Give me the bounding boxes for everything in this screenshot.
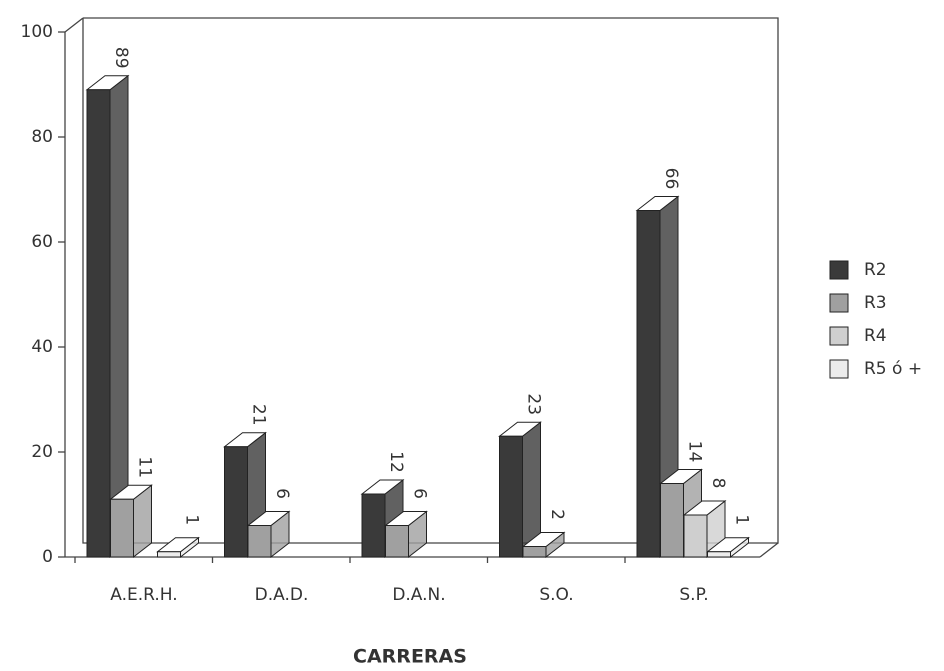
legend-label: R5 ó + bbox=[864, 359, 922, 379]
y-tick-label: 80 bbox=[31, 127, 53, 147]
bar bbox=[499, 435, 523, 558]
data-label: 21 bbox=[249, 404, 269, 426]
y-tick-label: 20 bbox=[31, 442, 53, 462]
y-tick-label: 40 bbox=[31, 337, 53, 357]
data-label: 8 bbox=[708, 478, 728, 489]
bar bbox=[247, 525, 272, 558]
bar bbox=[522, 546, 547, 558]
x-tick-label: D.A.D. bbox=[255, 585, 309, 605]
legend-label: R3 bbox=[864, 293, 887, 313]
bar bbox=[157, 551, 181, 558]
x-axis-label: CARRERAS bbox=[353, 646, 467, 668]
legend-swatch bbox=[829, 293, 849, 313]
x-tick-label: S.O. bbox=[539, 585, 573, 605]
data-label: 89 bbox=[111, 47, 131, 69]
data-label: 1 bbox=[732, 514, 752, 525]
bar bbox=[683, 514, 708, 558]
y-tick-label: 0 bbox=[42, 547, 53, 567]
bar bbox=[361, 493, 386, 558]
y-tick-label: 60 bbox=[31, 232, 53, 252]
floor-right bbox=[759, 542, 779, 558]
data-label: 6 bbox=[272, 488, 292, 499]
data-label: 1 bbox=[182, 514, 202, 525]
bar bbox=[385, 525, 409, 558]
y-axis-depth bbox=[64, 17, 84, 33]
x-tick-label: A.E.R.H. bbox=[110, 585, 177, 605]
y-tick-label: 100 bbox=[21, 22, 53, 42]
legend-swatch bbox=[829, 359, 849, 379]
bar bbox=[660, 483, 684, 558]
legend-label: R4 bbox=[864, 326, 887, 346]
bar bbox=[110, 498, 134, 558]
data-label: 23 bbox=[524, 393, 544, 415]
legend-swatch bbox=[829, 260, 849, 280]
data-label: 6 bbox=[410, 488, 430, 499]
data-label: 14 bbox=[685, 441, 705, 463]
legend-swatch bbox=[829, 326, 849, 346]
bar bbox=[86, 89, 111, 558]
x-tick-label: S.P. bbox=[679, 585, 708, 605]
data-label: 2 bbox=[547, 509, 567, 520]
bar bbox=[224, 446, 248, 558]
bar bbox=[707, 551, 731, 558]
x-tick-label: D.A.N. bbox=[392, 585, 445, 605]
data-label: 11 bbox=[135, 456, 155, 478]
data-label: 66 bbox=[661, 168, 681, 190]
legend-label: R2 bbox=[864, 260, 887, 280]
bar-side bbox=[109, 74, 129, 559]
data-label: 12 bbox=[386, 451, 406, 473]
bar bbox=[636, 210, 661, 558]
